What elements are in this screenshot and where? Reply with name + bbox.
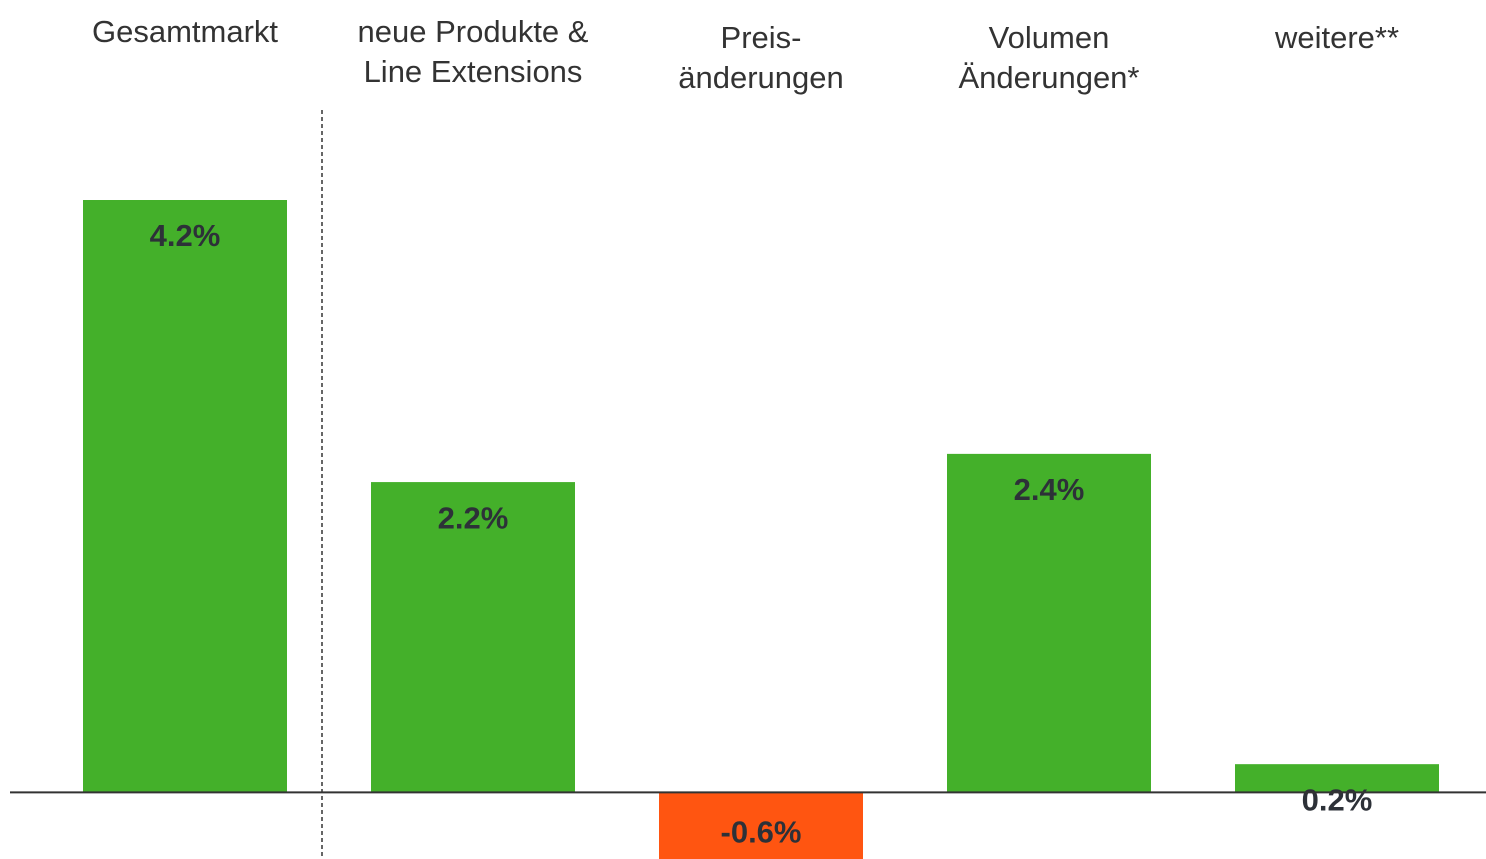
value-label: -0.6% [721, 815, 802, 850]
value-label: 0.2% [1302, 782, 1373, 817]
bar [659, 792, 863, 859]
value-label: 2.2% [438, 500, 509, 535]
category-label: Preis- änderungen [678, 20, 844, 95]
category-label: neue Produkte & Line Extensions [357, 14, 589, 89]
category-label: Gesamtmarkt [91, 14, 279, 49]
value-label: 4.2% [150, 218, 221, 253]
bar [371, 482, 575, 793]
category-label: Volumen Änderungen* [958, 20, 1140, 95]
bar [83, 200, 287, 793]
bar [1235, 764, 1439, 793]
bar [947, 453, 1151, 793]
category-label: weitere** [1274, 20, 1400, 55]
value-label: 2.4% [1014, 472, 1085, 507]
